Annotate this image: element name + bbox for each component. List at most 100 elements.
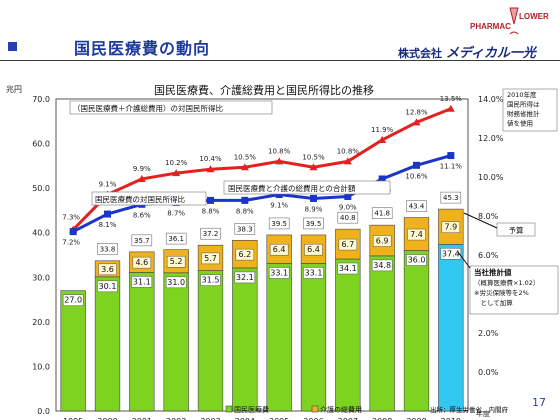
header-bullet [8,42,17,51]
bar-care-value: 4.6 [135,258,148,267]
x-tick-label: 1995 [63,417,83,420]
line-point-label: 12.8% [405,108,428,116]
bar-medical-value: 34.8 [373,261,391,270]
page-title: 国民医療費の動向 [74,39,211,58]
bar-care-value: 6.4 [273,245,286,254]
line-marker-square [207,196,214,204]
line-point-label: 13.5% [440,95,463,103]
line-point-label: 8.7% [167,209,185,217]
line-point-label: 8.8% [236,207,254,215]
bar-care-label-box [304,243,323,256]
estimate-box [469,265,559,315]
x-tick-label: 2010 [441,417,461,420]
y2-tick-label: 6.0% [478,251,499,260]
page-number: 17 [532,396,546,409]
bar-medical-value: 33.1 [270,268,288,277]
y-tick-label: 70.0 [32,95,50,104]
bar-medical-value: 36.0 [408,256,426,265]
bar-medical-label-box [440,248,462,260]
bar-medical [403,250,430,412]
line-point-label: 7.3% [62,214,80,222]
bar-medical [266,263,292,412]
line-marker-square [344,193,352,200]
bar-medical-label-box [131,276,153,288]
bar-medical [369,255,395,412]
total-value: 38.3 [237,225,253,233]
bar-medical [197,270,224,412]
x-tick-label: 2000 [97,417,117,420]
line-point-label: 9.1% [270,202,288,210]
line-marker-square [447,152,455,160]
bar-medical [232,267,258,412]
total-label-box [131,234,153,247]
legend-label-care: 介護の総費用 [320,405,362,414]
bar-care-value: 7.4 [410,230,423,239]
line-point-label: 9.9% [133,165,151,173]
line-point-label: 9.0% [339,204,357,212]
total-value: 45.3 [443,194,459,202]
total-value: 43.4 [409,203,425,211]
x-tick-label: 2003 [200,417,220,420]
line-marker-square [241,196,249,204]
legend-swatch-care [311,405,319,413]
blue-line-label: 国民医療費の対国民所得比 [95,194,185,204]
y-tick-label: 50.0 [32,184,50,193]
source-text: 出所：厚生労働省、内閣府 [430,405,509,414]
y2-tick-label: 8.0% [478,212,499,221]
y2-tick-label: 10.0% [478,173,504,182]
x-tick-label: 2008 [372,417,392,420]
bar-care-value: 6.2 [238,250,251,259]
total-value: 37.2 [203,230,219,238]
total-label-box [97,243,118,255]
bar-medical-label-box [303,267,324,279]
total-label-box [371,207,393,219]
bar-care-value: 5.2 [170,257,183,266]
total-callout-box [223,180,391,195]
bar-medical [163,272,189,412]
bar-care-label-box [441,221,461,233]
line-point-label: 11.1% [440,163,463,171]
note-2010-line: 2010年度 [507,90,537,99]
y-tick-label: 10.0 [32,362,50,371]
total-label-box [406,200,427,212]
line-marker-triangle [240,163,249,171]
bar-medical-value: 30.1 [99,282,117,291]
total-value: 39.5 [271,220,287,228]
bar-medical-label-box [200,274,221,286]
forecast-text: 予算 [509,225,524,235]
line-marker-triangle [412,118,421,126]
note-2010-box [502,88,558,132]
note-2010-line: 財務省推計 [507,109,540,118]
line-marker-square [310,194,317,202]
bar-medical-value: 32.1 [236,273,254,282]
forecast-box [496,222,536,237]
total-label-box [440,191,462,204]
total-label-box [234,223,256,235]
bar-medical-label-box [97,280,118,293]
x-tick-label: 2009 [406,417,426,420]
bar-care-value: 6.7 [341,240,354,249]
x-tick-label: 2007 [338,417,358,420]
x-tick-label: 2001 [132,417,152,420]
estimate-line: として加算 [474,298,513,307]
total-label-box [200,227,221,240]
estimate-line: （概算医療費×1.02） [474,278,539,287]
red-line-label-box [69,100,273,115]
bar-medical-label-box [406,254,427,266]
line-marker-triangle [206,165,215,173]
line-marker-square [104,210,111,218]
line-point-label: 10.8% [337,147,360,155]
line-marker-triangle [343,157,352,165]
total-value: 35.7 [134,237,150,245]
bar-medical [438,244,464,412]
chart-title: 国民医療費、介護総費用と国民所得比の推移 [154,83,374,97]
line-point-label: 11.9% [371,126,394,134]
y2-tick-label: 12.0% [478,134,504,143]
line-point-label: 9.1% [99,181,117,189]
line-point-label: 8.8% [202,207,220,215]
line-point-label: 10.8% [268,147,291,155]
bar-care-label-box [201,252,220,265]
estimate-line: 当社推計値 [474,267,512,277]
line-point-label: 10.2% [165,159,188,167]
red-line-label: （国民医療費＋介護総費用）の対国民所得比 [73,103,223,113]
